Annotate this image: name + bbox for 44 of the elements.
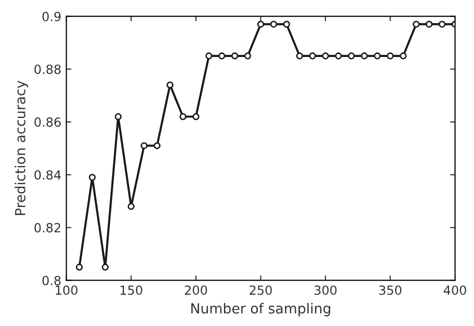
point [426,20,433,28]
point [102,264,109,271]
y-tick-label: 0.82 [34,223,60,232]
point [257,20,264,28]
point [360,52,368,60]
point [179,113,186,120]
x-tick-label: 300 [314,285,337,295]
point [154,142,161,150]
x-tick-label: 100 [56,285,78,295]
point [88,174,96,181]
point [296,52,304,60]
point [218,52,226,60]
point [140,142,148,150]
point [231,52,238,60]
x-tick-label: 150 [120,285,142,295]
y-tick-label: 0.8 [42,276,61,286]
x-tick-label: 250 [250,285,272,295]
y-tick-label: 0.9 [42,12,61,22]
point [400,52,407,60]
y-tick-label: 0.84 [34,170,61,180]
point [334,52,342,60]
x-tick-label: 200 [184,285,208,295]
point [244,52,252,60]
point [386,52,394,60]
point [322,52,329,60]
y-tick-label: 0.88 [34,64,61,74]
x-tick-label: 350 [379,285,402,295]
point [348,52,355,60]
point [412,20,420,28]
point [374,52,381,60]
y-axis-title: Prediction accuracy [14,80,28,215]
point [166,81,174,88]
point [76,264,83,271]
point [309,52,316,60]
point [270,20,278,28]
x-tick-label: 400 [444,285,466,295]
x-axis-title: Number of sampling [191,302,330,316]
point [283,20,290,28]
point [128,202,135,210]
point [192,113,200,120]
point [114,113,122,120]
y-tick-label: 0.86 [34,117,61,127]
point [205,52,212,60]
point [438,20,446,28]
